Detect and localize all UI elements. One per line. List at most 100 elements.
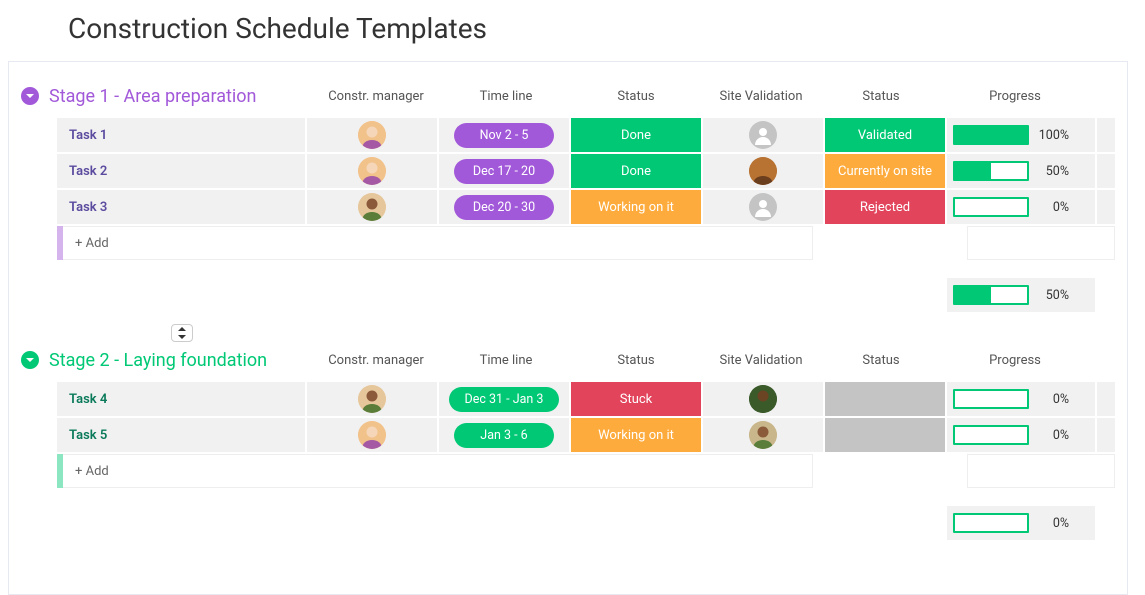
summary-row: 0% (21, 506, 1115, 540)
add-row-progress-gap (967, 226, 1115, 260)
progress-label-summary: 0% (1037, 516, 1077, 531)
avatar (358, 157, 386, 185)
timeline-cell[interactable]: Dec 20 - 30 (439, 190, 569, 224)
task-name-cell[interactable]: Task 2 (57, 154, 305, 188)
progress-bar-summary (953, 285, 1029, 305)
task-name-cell[interactable]: Task 3 (57, 190, 305, 224)
status2-cell[interactable]: Rejected (825, 190, 945, 224)
manager-cell[interactable] (307, 418, 437, 452)
sort-handle-icon[interactable] (171, 324, 193, 342)
avatar (749, 157, 777, 185)
col-header-constr-manager[interactable]: Constr. manager (311, 349, 441, 372)
progress-label: 50% (1037, 164, 1077, 179)
collapse-icon[interactable] (21, 87, 39, 105)
status2-cell[interactable]: Currently on site (825, 154, 945, 188)
timeline-cell[interactable]: Jan 3 - 6 (439, 418, 569, 452)
timeline-pill: Dec 31 - Jan 3 (449, 387, 560, 412)
add-row-progress-gap (967, 454, 1115, 488)
task-name-cell[interactable]: Task 5 (57, 418, 305, 452)
board: Stage 1 - Area preparation Constr. manag… (8, 61, 1128, 595)
add-row-label[interactable]: + Add (63, 226, 813, 260)
add-row[interactable]: + Add (21, 226, 1115, 260)
progress-label: 0% (1037, 200, 1077, 215)
col-header-status[interactable]: Status (571, 85, 701, 108)
col-header-progress[interactable]: Progress (941, 85, 1089, 108)
site-validation-cell[interactable] (703, 190, 823, 224)
col-header-timeline[interactable]: Time line (441, 349, 571, 372)
status2-cell[interactable] (825, 418, 945, 452)
avatar (358, 421, 386, 449)
summary-progress-cell: 0% (947, 506, 1095, 540)
group-title[interactable]: Stage 2 - Laying foundation (49, 350, 311, 371)
progress-bar (953, 389, 1029, 409)
progress-cell[interactable]: 0% (947, 190, 1095, 224)
site-validation-cell[interactable] (703, 382, 823, 416)
progress-bar-summary (953, 513, 1029, 533)
progress-bar (953, 161, 1029, 181)
timeline-cell[interactable]: Dec 17 - 20 (439, 154, 569, 188)
progress-label-summary: 50% (1037, 288, 1077, 303)
progress-cell[interactable]: 50% (947, 154, 1095, 188)
progress-label: 0% (1037, 428, 1077, 443)
progress-bar (953, 425, 1029, 445)
timeline-pill: Nov 2 - 5 (454, 123, 554, 148)
timeline-pill: Dec 20 - 30 (454, 195, 554, 220)
status-cell[interactable]: Working on it (571, 190, 701, 224)
task-row[interactable]: Task 3 Dec 20 - 30 Working on it Rejecte… (21, 190, 1115, 224)
avatar-placeholder (749, 193, 777, 221)
col-header-status[interactable]: Status (571, 349, 701, 372)
collapse-icon[interactable] (21, 351, 39, 369)
page-title: Construction Schedule Templates (68, 12, 1137, 45)
status2-cell[interactable] (825, 382, 945, 416)
col-header-status2[interactable]: Status (821, 85, 941, 108)
progress-bar (953, 197, 1029, 217)
group-title[interactable]: Stage 1 - Area preparation (49, 86, 311, 107)
task-row[interactable]: Task 1 Nov 2 - 5 Done Validated 100% (21, 118, 1115, 152)
timeline-pill: Dec 17 - 20 (454, 159, 554, 184)
progress-cell[interactable]: 0% (947, 418, 1095, 452)
status-cell[interactable]: Done (571, 118, 701, 152)
trailing-cell (1097, 154, 1115, 188)
task-name-cell[interactable]: Task 4 (57, 382, 305, 416)
col-header-progress[interactable]: Progress (941, 349, 1089, 372)
site-validation-cell[interactable] (703, 418, 823, 452)
task-row[interactable]: Task 5 Jan 3 - 6 Working on it 0% (21, 418, 1115, 452)
manager-cell[interactable] (307, 118, 437, 152)
task-row[interactable]: Task 2 Dec 17 - 20 Done Currently on sit… (21, 154, 1115, 188)
progress-cell[interactable]: 0% (947, 382, 1095, 416)
status-cell[interactable]: Done (571, 154, 701, 188)
site-validation-cell[interactable] (703, 154, 823, 188)
avatar (749, 385, 777, 413)
add-row[interactable]: + Add (21, 454, 1115, 488)
add-row-label[interactable]: + Add (63, 454, 813, 488)
avatar (358, 121, 386, 149)
avatar-placeholder (749, 121, 777, 149)
task-row[interactable]: Task 4 Dec 31 - Jan 3 Stuck 0% (21, 382, 1115, 416)
status-cell[interactable]: Stuck (571, 382, 701, 416)
manager-cell[interactable] (307, 154, 437, 188)
col-header-timeline[interactable]: Time line (441, 85, 571, 108)
avatar (358, 385, 386, 413)
progress-cell[interactable]: 100% (947, 118, 1095, 152)
avatar (358, 193, 386, 221)
manager-cell[interactable] (307, 190, 437, 224)
col-header-constr-manager[interactable]: Constr. manager (311, 85, 441, 108)
trailing-cell (1097, 190, 1115, 224)
trailing-cell (1097, 382, 1115, 416)
summary-row: 50% (21, 278, 1115, 312)
col-header-site-validation[interactable]: Site Validation (701, 349, 821, 372)
manager-cell[interactable] (307, 382, 437, 416)
col-header-site-validation[interactable]: Site Validation (701, 85, 821, 108)
status-cell[interactable]: Working on it (571, 418, 701, 452)
task-name-cell[interactable]: Task 1 (57, 118, 305, 152)
progress-label: 100% (1037, 128, 1077, 143)
progress-label: 0% (1037, 392, 1077, 407)
col-header-status2[interactable]: Status (821, 349, 941, 372)
trailing-cell (1097, 118, 1115, 152)
timeline-cell[interactable]: Dec 31 - Jan 3 (439, 382, 569, 416)
timeline-pill: Jan 3 - 6 (454, 423, 554, 448)
timeline-cell[interactable]: Nov 2 - 5 (439, 118, 569, 152)
trailing-cell (1097, 418, 1115, 452)
site-validation-cell[interactable] (703, 118, 823, 152)
status2-cell[interactable]: Validated (825, 118, 945, 152)
